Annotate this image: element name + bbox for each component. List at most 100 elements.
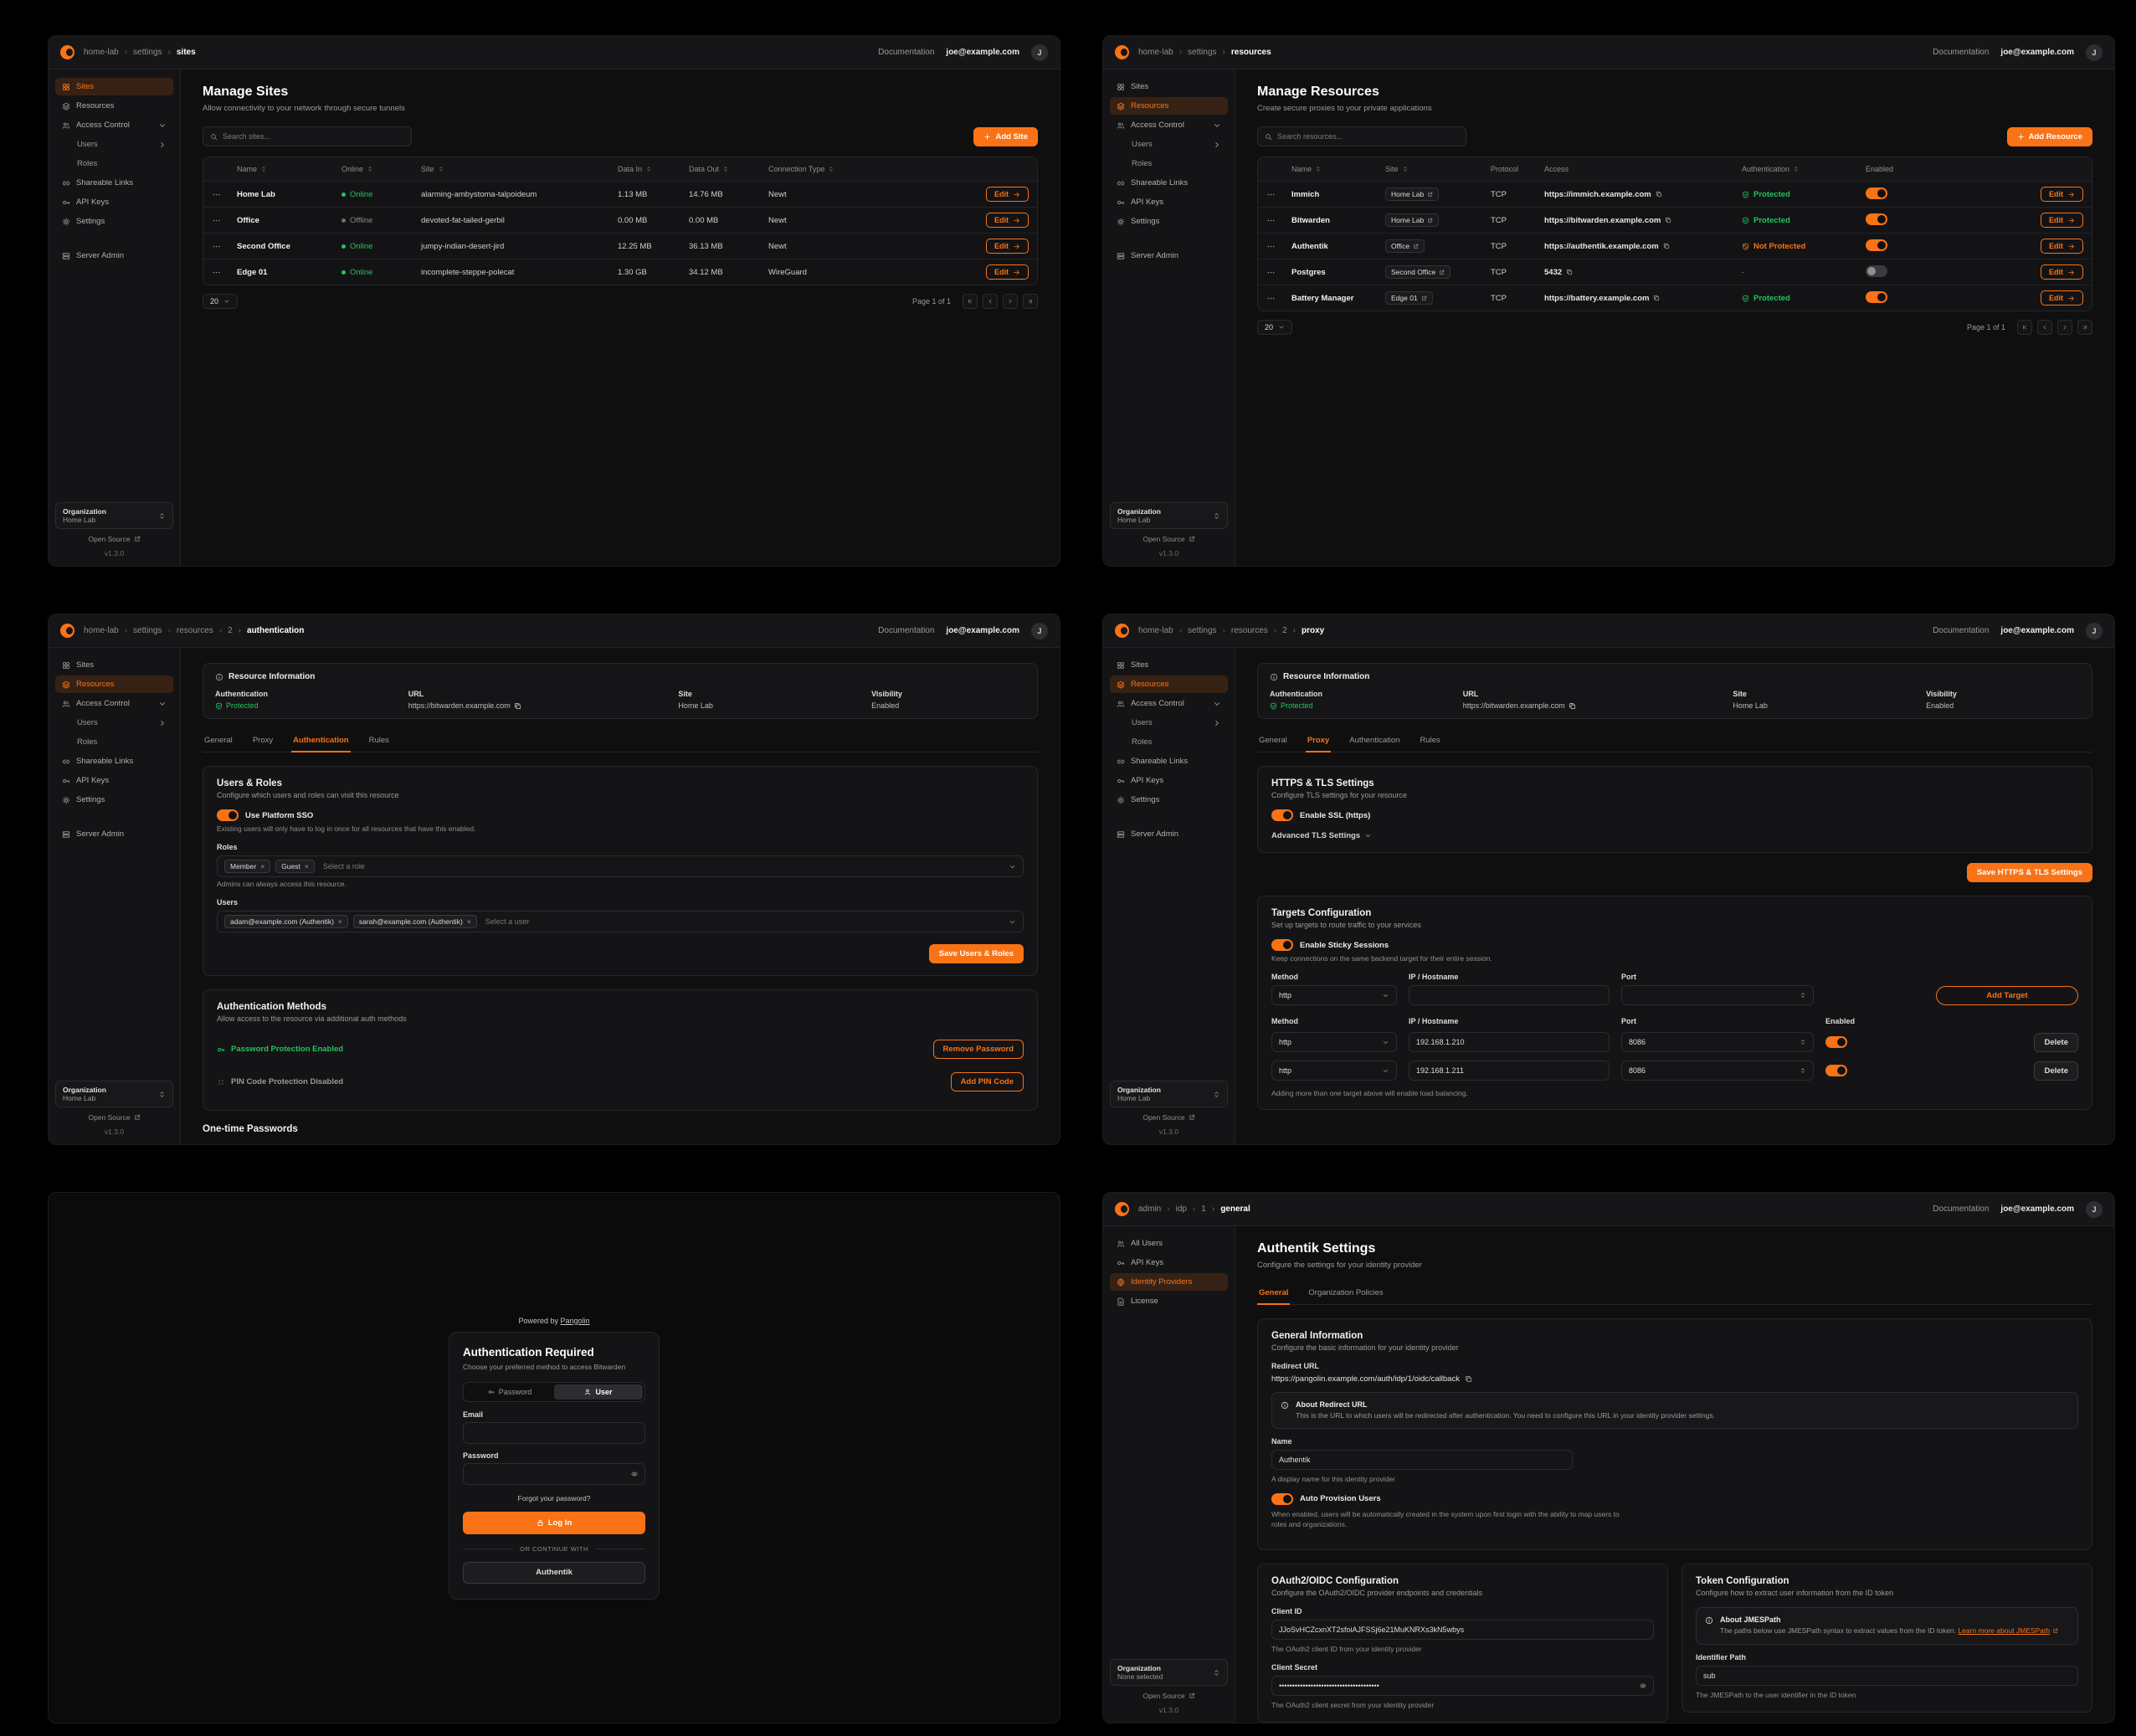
sidebar-item-access-control[interactable]: Access Control <box>55 695 173 712</box>
method-select[interactable]: http <box>1271 985 1397 1005</box>
sidebar-item-sites[interactable]: Sites <box>55 656 173 674</box>
forgot-password-link[interactable]: Forgot your password? <box>517 1493 591 1502</box>
sidebar-item-server-admin[interactable]: Server Admin <box>55 825 173 843</box>
login-button[interactable]: Log In <box>463 1511 645 1534</box>
target-method-select[interactable]: http <box>1271 1061 1397 1081</box>
column-header-name[interactable]: Name <box>1291 165 1385 173</box>
documentation-link[interactable]: Documentation <box>1933 1204 1990 1214</box>
breadcrumb-item[interactable]: home-lab <box>1138 48 1173 57</box>
breadcrumb-item[interactable]: 1 <box>1187 1204 1206 1214</box>
site-link[interactable]: Office <box>1385 239 1425 253</box>
enabled-toggle[interactable] <box>1866 265 1887 277</box>
column-header-data-in[interactable]: Data In <box>618 165 689 173</box>
organization-selector[interactable]: Organization Home Lab <box>1110 1081 1228 1107</box>
target-enabled-toggle[interactable] <box>1825 1036 1847 1048</box>
copy-icon[interactable] <box>1566 269 1573 275</box>
documentation-link[interactable]: Documentation <box>1933 626 1990 635</box>
save-users-roles-button[interactable]: Save Users & Roles <box>928 944 1024 963</box>
column-header-site[interactable]: Site <box>1385 165 1491 173</box>
first-page-button[interactable] <box>2017 320 2032 335</box>
roles-multiselect[interactable]: Member Guest Select a role <box>217 855 1024 877</box>
sidebar-item-shareable-links[interactable]: Shareable Links <box>1110 752 1228 770</box>
sidebar-item-sites[interactable]: Sites <box>1110 78 1228 95</box>
add-site-button[interactable]: Add Site <box>973 126 1038 146</box>
resource-url[interactable]: https://bitwarden.example.com <box>1544 215 1661 225</box>
user-avatar[interactable]: J <box>2086 622 2103 639</box>
sidebar-item-roles[interactable]: Roles <box>1110 733 1228 751</box>
sidebar-item-license[interactable]: License <box>1110 1292 1228 1310</box>
site-link[interactable]: Second Office <box>1385 265 1451 279</box>
stepper-icon[interactable] <box>1800 1039 1806 1045</box>
sidebar-item-settings[interactable]: Settings <box>55 213 173 230</box>
client-secret-input[interactable] <box>1279 1681 1635 1690</box>
breadcrumb-item[interactable]: settings <box>119 626 162 635</box>
organization-selector[interactable]: Organization Home Lab <box>1110 502 1228 529</box>
first-page-button[interactable] <box>963 294 978 309</box>
eye-icon[interactable] <box>631 1471 638 1477</box>
sidebar-item-settings[interactable]: Settings <box>1110 791 1228 809</box>
user-email[interactable]: joe@example.com <box>2000 48 2074 57</box>
sidebar-item-users[interactable]: Users <box>1110 136 1228 153</box>
prev-page-button[interactable] <box>2037 320 2052 335</box>
open-source-link[interactable]: Open Source <box>1110 1692 1228 1700</box>
column-header-online[interactable]: Online <box>341 165 421 173</box>
tab-proxy[interactable]: Proxy <box>1305 731 1332 752</box>
user-avatar[interactable]: J <box>1031 622 1048 639</box>
breadcrumb-item[interactable]: settings <box>1173 626 1216 635</box>
target-enabled-toggle[interactable] <box>1825 1065 1847 1076</box>
auto-provision-toggle[interactable] <box>1271 1492 1293 1505</box>
resource-port[interactable]: 5432 <box>1544 267 1563 277</box>
tab-authentication[interactable]: Authentication <box>291 731 351 752</box>
remove-chip-icon[interactable] <box>338 917 342 926</box>
sidebar-item-api-keys[interactable]: API Keys <box>55 772 173 789</box>
copy-icon[interactable] <box>1665 217 1671 223</box>
sidebar-item-all-users[interactable]: All Users <box>1110 1235 1228 1252</box>
search-input[interactable] <box>223 132 404 141</box>
documentation-link[interactable]: Documentation <box>878 48 935 57</box>
client-id-input[interactable] <box>1279 1626 1646 1635</box>
breadcrumb-item[interactable]: resources <box>1217 626 1268 635</box>
tab-proxy[interactable]: Proxy <box>252 736 274 745</box>
edit-resource-button[interactable]: Edit <box>2041 290 2083 306</box>
breadcrumb-item[interactable]: home-lab <box>84 48 119 57</box>
remove-chip-icon[interactable] <box>305 862 309 871</box>
sidebar-item-api-keys[interactable]: API Keys <box>1110 772 1228 789</box>
users-multiselect[interactable]: adam@example.com (Authentik) sarah@examp… <box>217 911 1024 932</box>
next-page-button[interactable] <box>2057 320 2072 335</box>
sidebar-item-access-control[interactable]: Access Control <box>55 116 173 134</box>
edit-resource-button[interactable]: Edit <box>2041 265 2083 280</box>
tab-rules[interactable]: Rules <box>368 736 389 745</box>
sidebar-item-sites[interactable]: Sites <box>1110 656 1228 674</box>
resource-url[interactable]: https://immich.example.com <box>1544 189 1651 199</box>
edit-site-button[interactable]: Edit <box>986 239 1029 254</box>
open-source-link[interactable]: Open Source <box>1110 1113 1228 1122</box>
sidebar-item-resources[interactable]: Resources <box>1110 97 1228 115</box>
identifier-path-input[interactable] <box>1703 1671 2071 1680</box>
authentik-sso-button[interactable]: Authentik <box>463 1561 645 1584</box>
row-menu-button[interactable] <box>212 216 237 225</box>
open-source-link[interactable]: Open Source <box>55 1113 173 1122</box>
column-header-authentication[interactable]: Authentication <box>1742 165 1866 173</box>
tab-password[interactable]: Password <box>465 1384 554 1400</box>
edit-site-button[interactable]: Edit <box>986 213 1029 228</box>
pangolin-link[interactable]: Pangolin <box>560 1316 590 1325</box>
advanced-tls-settings-toggle[interactable]: Advanced TLS Settings <box>1271 831 2078 840</box>
email-input[interactable] <box>470 1428 638 1437</box>
copy-icon[interactable] <box>1653 295 1660 301</box>
edit-resource-button[interactable]: Edit <box>2041 187 2083 202</box>
jmespath-learn-more-link[interactable]: Learn more about JMESPath <box>1958 1626 2058 1636</box>
remove-chip-icon[interactable] <box>260 862 264 871</box>
sidebar-item-server-admin[interactable]: Server Admin <box>1110 825 1228 843</box>
sidebar-item-access-control[interactable]: Access Control <box>1110 695 1228 712</box>
search-input[interactable] <box>1277 132 1459 141</box>
copy-icon[interactable] <box>1465 1375 1472 1383</box>
tab-organization-policies[interactable]: Organization Policies <box>1308 1288 1384 1297</box>
page-size-select[interactable]: 20 <box>1257 320 1293 335</box>
sidebar-item-shareable-links[interactable]: Shareable Links <box>1110 174 1228 192</box>
tab-general[interactable]: General <box>1259 736 1287 745</box>
sidebar-item-resources[interactable]: Resources <box>55 675 173 693</box>
platform-sso-toggle[interactable] <box>217 809 239 821</box>
documentation-link[interactable]: Documentation <box>1933 48 1990 57</box>
breadcrumb-item[interactable]: idp <box>1161 1204 1187 1214</box>
target-hostname-input[interactable] <box>1416 1038 1602 1046</box>
